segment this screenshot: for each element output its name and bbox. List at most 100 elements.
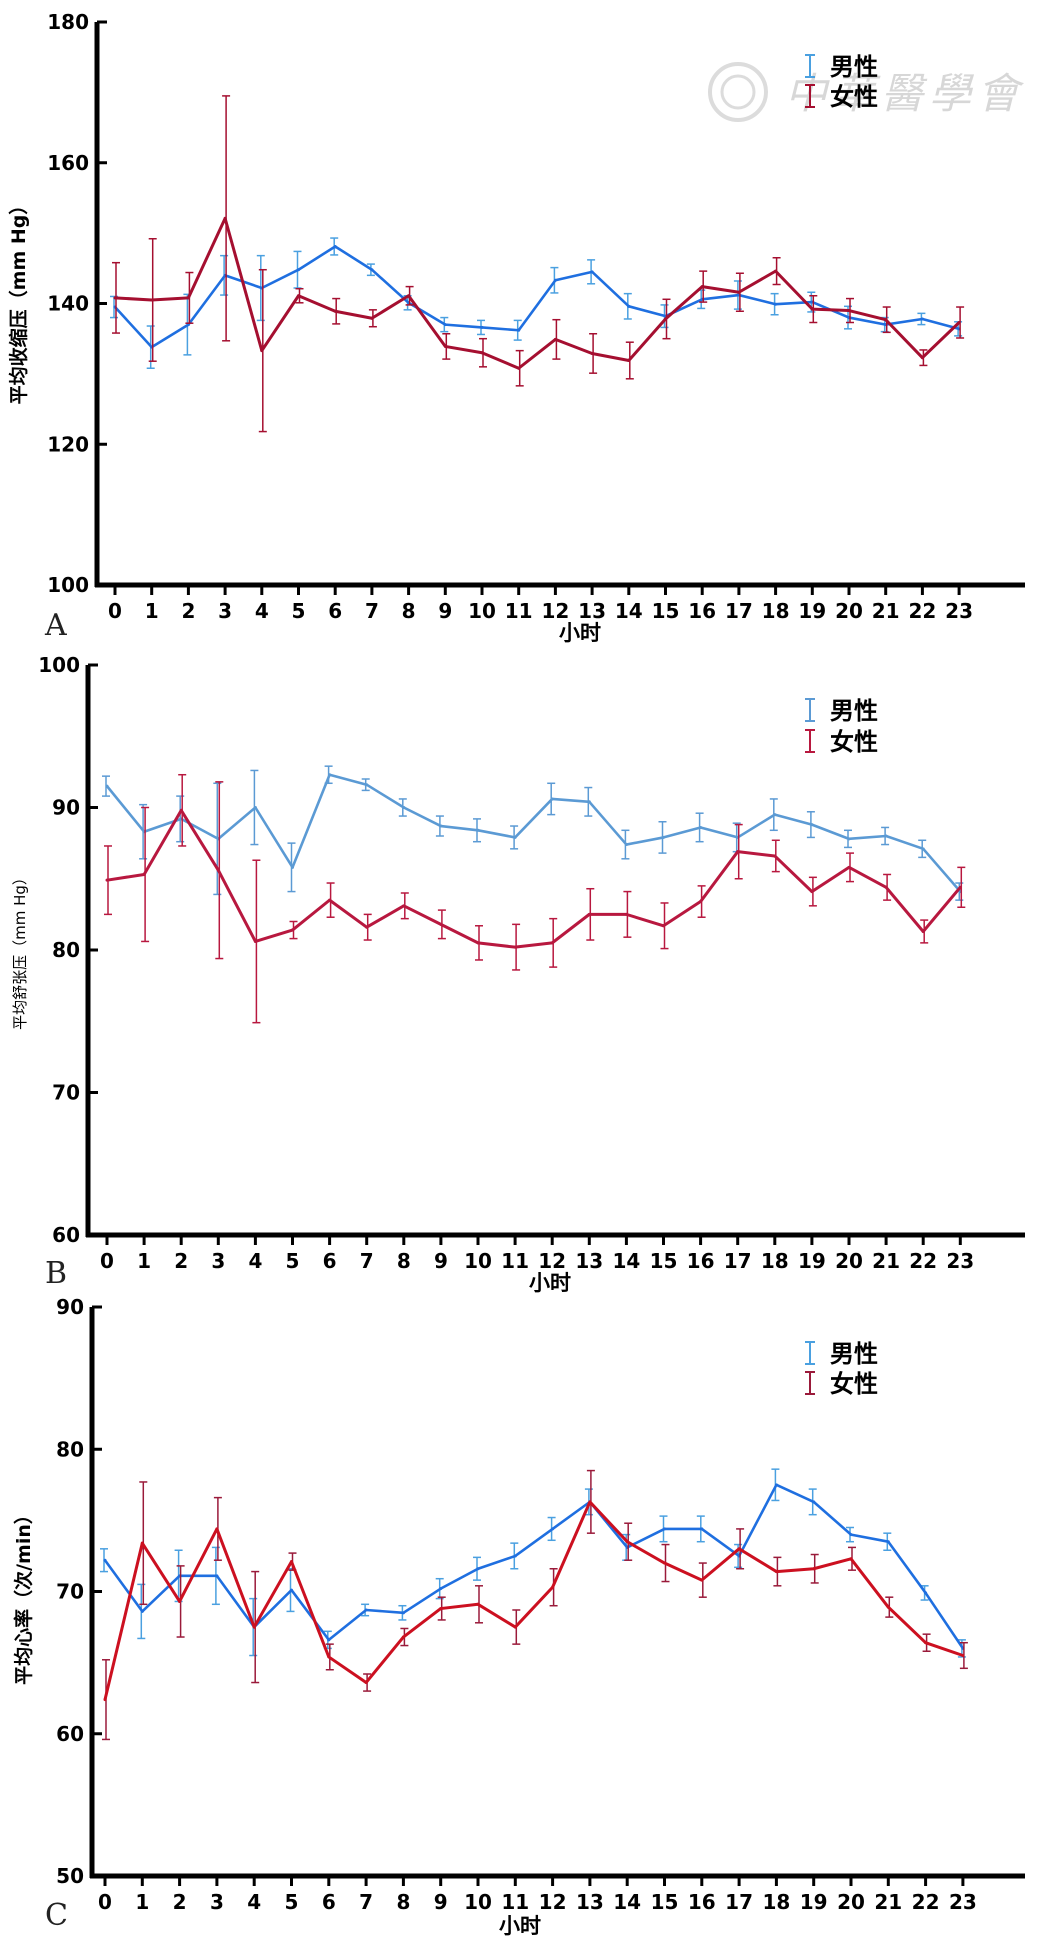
panel-a-series-female-point [627,359,631,363]
panel-b-series-female-point [476,941,480,945]
panel-b-xtick-label: 17 [724,1249,752,1273]
panel-a-series-female-point [847,309,851,313]
panel-b-xtick-label: 0 [100,1249,114,1273]
panel-c-series-female-point [252,1625,256,1629]
panel-c-series-male-point [140,1609,144,1613]
panel-b-series-male-point [810,823,814,827]
panel-a-xtick-label: 20 [835,599,863,623]
panel-a-xtick-label: 0 [108,599,122,623]
panel-c-xtick-label: 14 [613,1890,641,1914]
panel-b-xtick-label: 21 [872,1249,900,1273]
panel-c-series-male-point [103,1558,107,1562]
panel-b-legend-label: 女性 [830,728,878,756]
panel-b-xtick-label: 5 [286,1249,300,1273]
panel-b-series-female-line [106,808,962,949]
panel-b-series-male [102,765,964,901]
panel-a-xtick-label: 2 [181,599,195,623]
panel-a-xtick-label: 3 [218,599,232,623]
panel-b-series-female-point [587,912,591,916]
panel-a-series-female-point [884,318,888,322]
panel-b-series-male-point [550,797,554,801]
panel-c-xtick-label: 16 [688,1890,716,1914]
panel-b-xlabel: 小时 [529,1271,571,1295]
panel-c-legend-label: 男性 [830,1340,878,1368]
panel-c-series-female-point [700,1578,704,1582]
panel-c-xtick-label: 3 [210,1890,224,1914]
panel-c-ytick-label: 70 [56,1580,84,1604]
panel-b-series-male-point [476,828,480,832]
panel-b-series-male-point [328,773,332,777]
panel-b-ylabel: 平均舒张压（mm Hg） [11,870,29,1030]
panel-c-series-male-point [513,1554,517,1558]
panel-c-xlabel: 小时 [499,1914,541,1938]
panel-a-series-female-point [590,351,594,355]
panel-a-series-male-point [774,302,778,306]
panel-b-xtick-label: 11 [501,1249,529,1273]
panel-a-series-female-point [774,269,778,273]
panel-b-series-male-point [253,806,257,809]
panel-b-xtick-label: 19 [798,1249,826,1273]
panel-a-ytick-label: 120 [47,432,89,456]
panel-c-xtick-label: 1 [135,1890,149,1914]
panel-c-series-female-point [588,1500,592,1504]
panel-b-series-female-point [736,850,740,854]
panel-c-series-female-point [439,1607,443,1611]
panel-a-xtick-label: 14 [615,599,643,623]
panel-c-xtick-label: 23 [949,1890,977,1914]
panel-c-series-female-point [401,1635,405,1639]
panel-c-xtick-label: 17 [725,1890,753,1914]
panel-b-series-female-point [921,929,925,933]
panel-a-series-female-point [150,298,154,302]
panel-a-series-female-point [553,337,557,341]
panel-a-series-female-point [517,366,521,370]
panel-b-xtick-label: 12 [538,1249,566,1273]
panel-a-ytick-label: 100 [47,573,89,597]
panel-a-xtick-label: 16 [688,599,716,623]
panel-c-ylabel: 平均心率（次/min） [12,1505,35,1685]
panel-b-xtick-label: 14 [612,1249,640,1273]
panel-a-ytick-label: 180 [47,10,89,34]
panel-b-series-female-point [365,925,369,929]
panel-c-series-male-point [774,1483,778,1487]
panel-c-xtick-label: 13 [576,1890,604,1914]
panel-c-series-female-point [737,1547,741,1551]
panel-c-letter: C [45,1898,68,1933]
panel-b-series-male-point [847,837,851,841]
panel-a-legend-label: 女性 [830,83,878,111]
panel-b-xtick-label: 22 [909,1249,937,1273]
panel-c-xtick-label: 21 [874,1890,902,1914]
panel-b-xtick-label: 7 [360,1249,374,1273]
panel-c-xtick-label: 2 [173,1890,187,1914]
panel-a-series-male-point [443,323,447,327]
panel-b-ytick-label: 60 [52,1223,80,1247]
panel-c-xtick-label: 19 [800,1890,828,1914]
panel-b-letter: B [45,1256,67,1291]
panel-c-xtick-label: 9 [434,1890,448,1914]
panel-c-xtick-label: 10 [464,1890,492,1914]
panel-b-xtick-label: 4 [248,1249,262,1273]
panel-a-xtick-label: 7 [365,599,379,623]
panel-b-series-male-point [921,847,925,851]
panel-b-series-female-point [662,924,665,928]
panel-a-series-female-point [957,321,961,325]
panel-c-series-female-point [849,1557,853,1561]
panel-b-series-male-point [365,783,369,787]
panel-a-series-male [110,237,963,369]
panel-c-xtick-label: 22 [912,1890,940,1914]
panel-b-series-female-point [253,939,257,943]
panel-b-series-male-point [699,825,703,829]
panel-b-series-female-point [439,922,443,926]
panel-c-series-male-point [439,1587,443,1591]
panel-c-series-female-point [178,1599,182,1603]
panel-c-series-male-point [364,1608,368,1612]
panel-c-series-female-point [513,1625,517,1629]
panel-c-xtick-label: 20 [837,1890,865,1914]
panel-c-series-male-point [663,1527,666,1531]
panel-a-xtick-label: 23 [945,599,973,623]
panel-a-xtick-label: 22 [908,599,936,623]
panel-a-series-female-point [186,296,190,300]
